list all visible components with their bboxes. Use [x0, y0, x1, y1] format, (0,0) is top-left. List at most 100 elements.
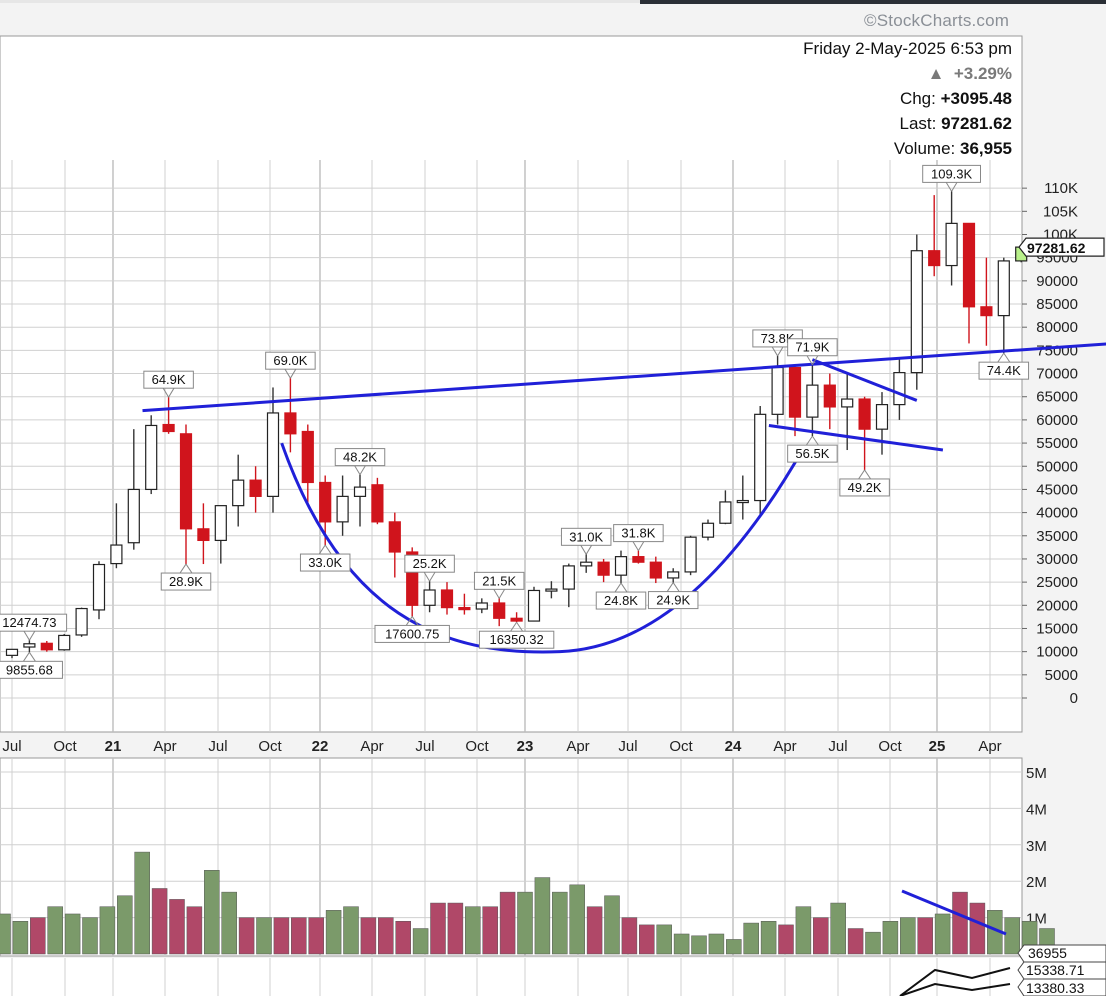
volume-bar [64, 913, 81, 955]
candle-body [319, 481, 332, 523]
annotation-pointer [1003, 352, 1011, 363]
volume-tick-label: 2M [1026, 874, 1047, 891]
candle-body [684, 536, 697, 573]
price-tick-label: 80000 [1036, 319, 1078, 336]
annotation-pointer [28, 652, 36, 662]
annotation-pointer [672, 582, 680, 592]
price-tick-label: 15000 [1036, 620, 1078, 637]
annotation-box [787, 444, 838, 463]
volume-bar [952, 891, 968, 955]
volume-bar [238, 917, 255, 955]
volume-bar [708, 933, 725, 955]
candle-body [232, 479, 245, 507]
annotation-pointer [631, 540, 639, 551]
candle-body [841, 398, 854, 408]
volume-bar [552, 891, 568, 955]
candle-body [719, 501, 732, 524]
candle-body [614, 556, 628, 576]
annotation-pointer [429, 570, 437, 582]
annotation-pointer [22, 629, 30, 641]
candle-body [875, 404, 889, 430]
volume-bar [517, 891, 533, 955]
volume-bar [569, 884, 585, 955]
volume-bar [482, 906, 498, 955]
candle-body [475, 602, 488, 610]
price-tick-label: 65000 [1036, 389, 1078, 406]
annotation-pointer [22, 652, 30, 662]
annotation-box [647, 591, 699, 610]
indicator-line-1 [899, 967, 1011, 996]
x-tick-label: Oct [53, 738, 77, 755]
candle-body [440, 589, 454, 609]
candle-body [145, 424, 158, 491]
volume-trendline [901, 889, 1007, 936]
annotation-box [595, 591, 647, 610]
annotation-label: 71.9K [795, 340, 829, 355]
annotation-pointer [945, 181, 953, 192]
info-box: Friday 2-May-2025 6:53 pm ▲ +3.29% Chg: … [803, 36, 1012, 161]
trendline-flag-bottom [768, 423, 944, 452]
candle-body [266, 412, 280, 497]
price-tick-label: 70000 [1036, 366, 1078, 383]
volume-bar [273, 917, 290, 955]
x-tick-label: Oct [465, 738, 489, 755]
volume-bar [151, 888, 168, 955]
candle-body [771, 366, 784, 415]
annotation-pointer [811, 435, 819, 446]
candle-body [336, 495, 349, 523]
candle-body [527, 589, 541, 622]
price-tick-label: 5000 [1045, 667, 1078, 684]
volume-bar [412, 928, 429, 955]
annotation-pointer [811, 354, 819, 366]
indicator-tag-1 [1017, 961, 1106, 980]
annotation-pointer [666, 582, 674, 592]
volume-bar [691, 935, 707, 955]
candle-body [754, 413, 767, 502]
price-tick-label: 105K [1043, 203, 1078, 220]
price-tick-label: 50000 [1036, 458, 1078, 475]
brand-logo: ©StockCharts.com [864, 11, 1010, 30]
indicator-tag-2 [1017, 978, 1106, 996]
annotation-pointer [805, 435, 813, 446]
volume-bar [586, 906, 603, 955]
candle-body [997, 260, 1010, 317]
price-tick-label: 110K [1044, 180, 1078, 197]
annotation-pointer [510, 621, 518, 632]
annotation-pointer [324, 544, 332, 555]
annotation-pointer [405, 616, 413, 626]
annotation-label: 64.9K [152, 372, 186, 387]
candle-body [510, 617, 523, 622]
indicator-value-2: 13380.33 [1026, 980, 1085, 996]
candle-body [353, 486, 367, 497]
x-tick-label: Apr [566, 738, 589, 755]
top-bar [0, 0, 1106, 8]
annotation-pointer [492, 588, 500, 599]
candle-body [493, 602, 506, 619]
candle-body [284, 412, 297, 435]
volume-bar [134, 851, 150, 955]
volume-bar [378, 917, 394, 955]
annotation-box [478, 630, 555, 649]
candle-body [945, 222, 958, 267]
candle-body [179, 433, 193, 530]
annotation-box [613, 524, 664, 543]
volume-bar [813, 917, 829, 955]
annotation-pointer [614, 582, 622, 593]
info-change-pct: +3.29% [953, 64, 1012, 83]
annotation-pointer [185, 563, 193, 574]
x-tick-label: Oct [878, 738, 902, 755]
annotation-pointer [805, 354, 813, 366]
volume-bar [847, 928, 864, 955]
volume-bar [830, 902, 846, 955]
price-tick-label: 90000 [1036, 273, 1078, 290]
annotation-label: 74.4K [987, 363, 1021, 378]
candle-body [580, 561, 593, 567]
candle-body [649, 561, 662, 579]
volume-bar [865, 931, 881, 955]
x-tick-label: 22 [312, 738, 329, 755]
volume-bar [47, 906, 63, 955]
candle-body [823, 384, 836, 408]
candle-body [545, 588, 558, 592]
annotation-pointer [951, 181, 959, 192]
annotation-label: 17600.75 [385, 626, 439, 641]
